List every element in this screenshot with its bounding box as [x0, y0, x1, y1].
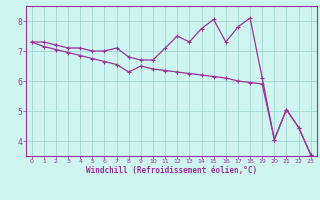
- X-axis label: Windchill (Refroidissement éolien,°C): Windchill (Refroidissement éolien,°C): [86, 166, 257, 175]
